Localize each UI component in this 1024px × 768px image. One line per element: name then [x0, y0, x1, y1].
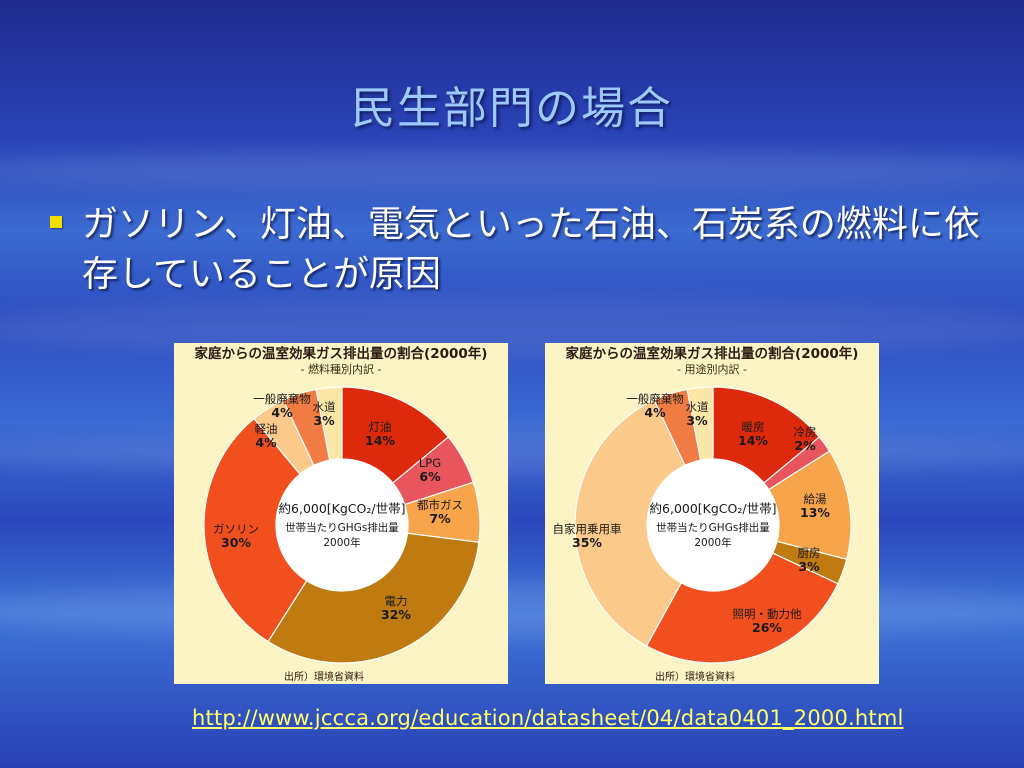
slice-value-label: 14% — [365, 433, 395, 448]
donut-center — [647, 459, 779, 591]
donut-chart-usage: 家庭からの温室効果ガス排出量の割合(2000年)- 用途別内訳 - 約6,000[… — [553, 345, 859, 683]
slice-value-label: 32% — [381, 607, 411, 622]
slice-label: 照明・動力他 — [733, 607, 802, 621]
slice-label: 自家用乗用車 — [553, 522, 622, 536]
slice-label: 冷房 — [794, 425, 817, 439]
bullet-square-icon — [50, 216, 62, 228]
slice-label: 給湯 — [804, 492, 827, 506]
slice-value-label: 26% — [752, 620, 782, 635]
donut-center — [276, 459, 408, 591]
chart-subtitle: - 燃料種別内訳 - — [301, 362, 382, 376]
slice-value-label: 35% — [572, 535, 602, 550]
slice-value-label: 3% — [798, 559, 820, 574]
slice-label: 水道 — [686, 400, 709, 414]
bullet-text: ガソリン、灯油、電気といった石油、石炭系の燃料に依存していることが原因 — [82, 204, 980, 295]
slice-value-label: 14% — [738, 433, 768, 448]
slice-label: 電力 — [385, 594, 408, 608]
chart-usage-breakdown: 家庭からの温室効果ガス排出量の割合(2000年) - 用途別内訳 - 約6,000[… — [545, 343, 879, 684]
slice-value-label: 7% — [429, 511, 451, 526]
center-caption: 世帯当たりGHGs排出量 — [285, 521, 399, 534]
slice-label: 都市ガス — [417, 498, 463, 512]
chart-title: 家庭からの温室効果ガス排出量の割合(2000年) — [195, 345, 488, 362]
center-total-label: 約6,000[KgCO₂/世帯] — [279, 501, 406, 516]
slice-value-label: 4% — [644, 405, 666, 420]
background-streak — [0, 150, 1024, 190]
slice-value-label: 4% — [271, 405, 293, 420]
slice-label: 灯油 — [369, 420, 392, 434]
chart-subtitle: - 用途別内訳 - — [677, 362, 747, 376]
chart-title: 家庭からの温室効果ガス排出量の割合(2000年) — [566, 345, 859, 362]
slice-value-label: 30% — [221, 535, 251, 550]
center-year: 2000年 — [694, 536, 731, 549]
slice-label: 厨房 — [798, 546, 821, 560]
slice-label: 軽油 — [255, 422, 278, 436]
slice-value-label: 4% — [255, 435, 277, 450]
source-link[interactable]: http://www.jccca.org/education/datasheet… — [192, 706, 904, 730]
chart-source-note: 出所）環境省資料 — [284, 670, 364, 683]
slice-label: LPG — [419, 456, 441, 470]
slice-label: 一般廃棄物 — [626, 392, 684, 406]
chart-source-note: 出所）環境省資料 — [655, 670, 735, 683]
slice-label: ガソリン — [213, 522, 259, 536]
pie-slice — [574, 399, 686, 647]
center-caption: 世帯当たりGHGs排出量 — [656, 521, 770, 534]
slice-value-label: 6% — [419, 469, 441, 484]
slide-title: 民生部門の場合 — [351, 83, 673, 134]
slice-value-label: 13% — [800, 505, 830, 520]
slice-label: 暖房 — [742, 420, 765, 434]
center-year: 2000年 — [323, 536, 360, 549]
donut-chart-fuel: 家庭からの温室効果ガス排出量の割合(2000年)- 燃料種別内訳 - 約6,000… — [195, 345, 488, 683]
slice-value-label: 3% — [313, 413, 335, 428]
slice-value-label: 2% — [794, 438, 816, 453]
center-total-label: 約6,000[KgCO₂/世帯] — [650, 501, 777, 516]
slice-label: 一般廃棄物 — [253, 392, 311, 406]
slice-value-label: 3% — [686, 413, 708, 428]
chart-fuel-breakdown: 家庭からの温室効果ガス排出量の割合(2000年) - 燃料種別内訳 - 約6,000… — [174, 343, 508, 684]
slice-label: 水道 — [313, 400, 336, 414]
